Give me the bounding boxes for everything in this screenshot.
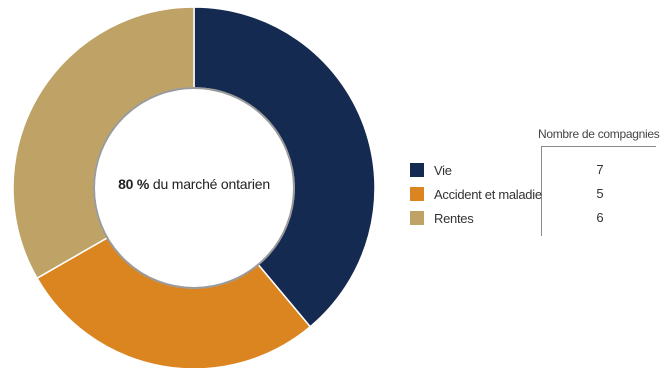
legend-label-rentes: Rentes: [434, 210, 474, 226]
count-rentes: 6: [596, 210, 604, 225]
count-vie: 7: [596, 162, 604, 177]
legend-item-accident-maladie: Accident et maladie: [410, 184, 542, 204]
legend-label-vie: Vie: [434, 162, 452, 178]
company-counts: 7 5 6: [580, 160, 620, 232]
count-accident-maladie: 5: [596, 186, 604, 201]
legend-swatch-vie: [410, 163, 424, 177]
center-text: du marché ontarien: [152, 176, 270, 192]
legend-item-vie: Vie: [410, 160, 542, 180]
legend-swatch-accident-maladie: [410, 187, 424, 201]
legend-label-accident-maladie: Accident et maladie: [434, 186, 542, 202]
legend-swatch-rentes: [410, 211, 424, 225]
legend: Vie Accident et maladie Rentes: [410, 160, 542, 232]
count-column-header: Nombre de compagnies: [538, 127, 660, 141]
donut-hole: [93, 87, 295, 289]
center-percentage: 80 %: [118, 176, 150, 192]
count-column-divider: [541, 146, 542, 236]
legend-item-rentes: Rentes: [410, 208, 542, 228]
donut-center-label: 80 % du marché ontarien: [94, 176, 294, 192]
count-header-divider: [541, 146, 656, 147]
